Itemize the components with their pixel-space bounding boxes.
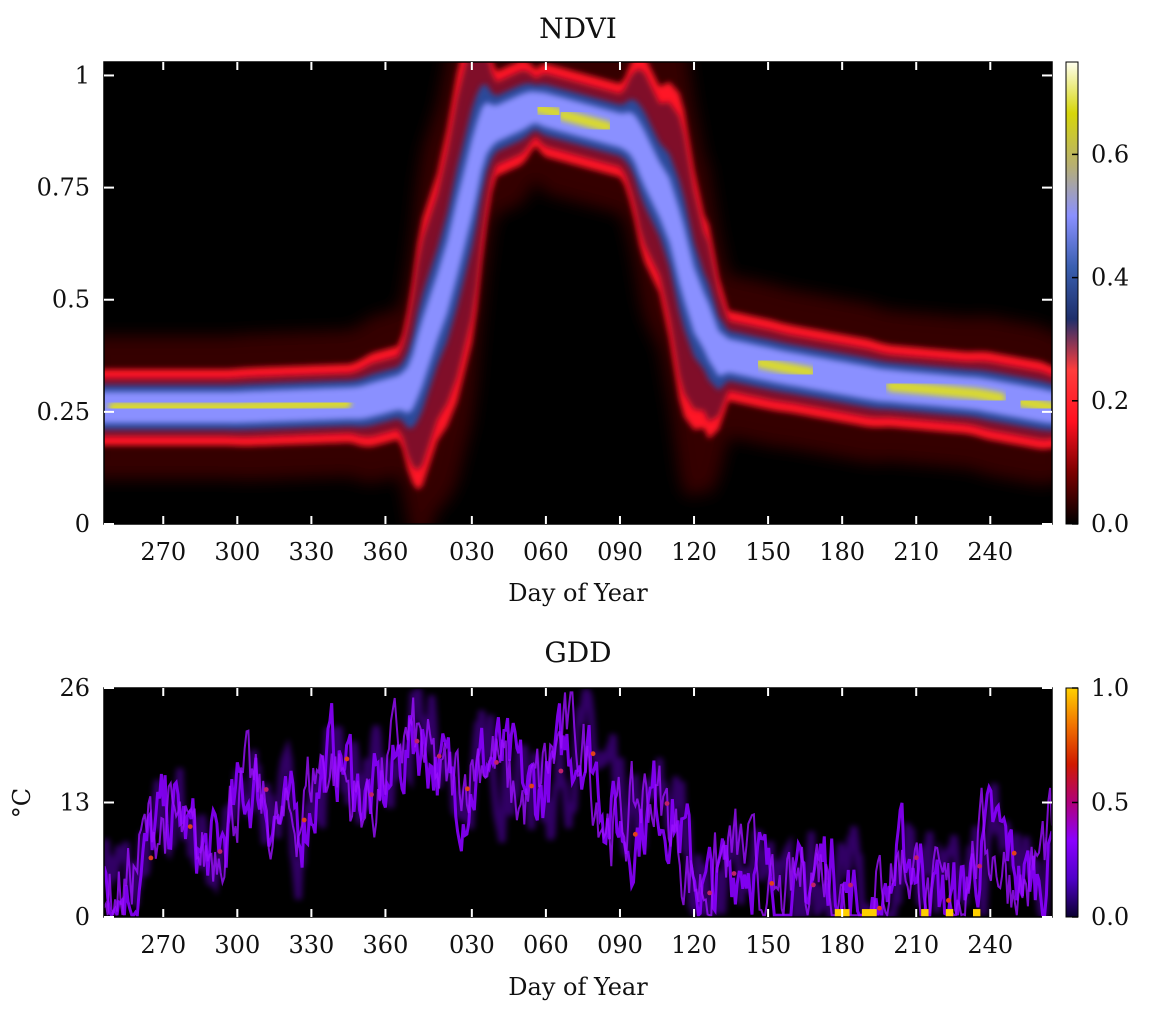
gdd-hot-spot <box>494 760 499 765</box>
gdd-hot-spot <box>465 786 470 792</box>
ndvi-hot-segment <box>1016 396 1052 413</box>
gdd-hot-spot <box>301 817 307 823</box>
ndvi-x-tick-label: 210 <box>893 538 939 566</box>
gdd-y-tick-label: 26 <box>59 674 90 702</box>
ndvi-x-tick-label: 240 <box>967 538 1013 566</box>
gdd-colorbar-tick-label: 0.0 <box>1091 903 1129 931</box>
gdd-x-tick-label: 090 <box>597 931 643 959</box>
ndvi-chart-title: NDVI <box>539 12 617 45</box>
ndvi-heatmap <box>104 62 1052 524</box>
gdd-trace-secondary <box>104 691 1052 917</box>
gdd-x-tick-label: 360 <box>363 931 409 959</box>
gdd-saturated-cell <box>861 909 877 917</box>
ndvi-hot-segment <box>533 102 564 120</box>
gdd-hot-spot <box>148 855 154 861</box>
ndvi-y-tick-label: 0.5 <box>52 286 90 314</box>
gdd-hot-spot <box>590 751 596 757</box>
gdd-hot-spot <box>914 855 919 861</box>
gdd-y-axis-label: °C <box>8 788 36 818</box>
ndvi-y-tick-label: 0.75 <box>37 174 90 202</box>
ndvi-x-tick-label: 300 <box>214 538 260 566</box>
gdd-x-axis-label: Day of Year <box>508 973 648 1001</box>
gdd-hot-spot <box>344 756 350 762</box>
gdd-y-tick-label: 0 <box>75 903 90 931</box>
gdd-hot-spot <box>848 882 853 888</box>
gdd-x-ticks: 270 300 330 360 030 060 090 120 150 180 210 240 <box>140 688 1013 959</box>
gdd-hot-spot <box>414 738 420 744</box>
gdd-x-tick-label: 330 <box>288 931 334 959</box>
gdd-saturated-cell <box>973 909 981 917</box>
ndvi-plot-frame <box>103 61 1053 525</box>
ndvi-x-tick-label: 180 <box>819 538 865 566</box>
gdd-heatmap <box>104 688 1052 917</box>
ndvi-colorbar-tick-label: 0.0 <box>1091 510 1129 538</box>
gdd-hot-spot <box>811 882 816 888</box>
gdd-hot-spot <box>369 792 374 797</box>
gdd-x-tick-label: 210 <box>893 931 939 959</box>
gdd-hot-spot <box>529 783 534 789</box>
gdd-y-tick-label: 13 <box>59 789 90 817</box>
ndvi-x-ticks: 270 300 330 360 030 060 090 120 150 180 210 240 <box>140 62 1013 566</box>
gdd-y-ticks: 0 13 26 <box>59 674 1052 931</box>
gdd-x-tick-label: 120 <box>671 931 717 959</box>
ndvi-x-axis-label: Day of Year <box>508 579 648 607</box>
ndvi-x-tick-label: 030 <box>449 538 495 566</box>
ndvi-hot-segment <box>755 357 816 378</box>
gdd-hot-spot <box>217 849 223 854</box>
ndvi-hot-segment <box>886 380 1006 404</box>
gdd-hot-spot <box>977 863 982 869</box>
ndvi-colorbar-tick-label: 0.2 <box>1091 387 1129 415</box>
ndvi-y-tick-label: 0 <box>75 510 90 538</box>
ndvi-colorbar-tick-label: 0.4 <box>1091 264 1129 292</box>
gdd-hot-spot <box>558 768 564 774</box>
ndvi-hot-segment <box>108 397 352 413</box>
gdd-x-tick-label: 060 <box>523 931 569 959</box>
gdd-hot-spot <box>1011 850 1017 856</box>
ndvi-y-tick-label: 1 <box>75 61 90 89</box>
gdd-hot-spot <box>877 905 882 911</box>
gdd-hot-spot <box>731 871 737 876</box>
gdd-colorbar-tick-label: 0.5 <box>1091 789 1129 817</box>
gdd-hot-spot <box>187 824 193 829</box>
gdd-x-tick-label: 030 <box>449 931 495 959</box>
ndvi-x-tick-label: 270 <box>140 538 186 566</box>
gdd-x-tick-label: 240 <box>967 931 1013 959</box>
ndvi-hot-segment <box>557 109 614 133</box>
ndvi-colorbar-tick-label: 0.6 <box>1091 140 1129 168</box>
gdd-colorbar-ticks: 0.0 0.5 1.0 <box>1072 674 1129 931</box>
gdd-saturated-cell <box>945 909 954 917</box>
ndvi-x-tick-label: 330 <box>288 538 334 566</box>
gdd-hot-spot <box>769 881 775 886</box>
gdd-x-tick-label: 150 <box>745 931 791 959</box>
gdd-saturated-cell <box>921 909 929 917</box>
ndvi-y-tick-label: 0.25 <box>37 398 90 426</box>
gdd-x-tick-label: 270 <box>140 931 186 959</box>
gdd-x-tick-label: 300 <box>214 931 260 959</box>
gdd-colorbar-tick-label: 1.0 <box>1091 674 1129 702</box>
gdd-hot-spot <box>632 831 638 837</box>
ndvi-y-ticks: 0 0.25 0.5 0.75 1 <box>37 61 1052 538</box>
ndvi-x-tick-label: 090 <box>597 538 643 566</box>
ndvi-x-tick-label: 060 <box>523 538 569 566</box>
ndvi-colorbar <box>1065 61 1079 525</box>
gdd-x-tick-label: 180 <box>819 931 865 959</box>
gdd-hot-spot <box>664 801 670 806</box>
ndvi-x-tick-label: 360 <box>363 538 409 566</box>
gdd-hot-spot <box>436 753 442 759</box>
gdd-hot-spot <box>946 898 951 903</box>
gdd-hot-spot <box>263 787 269 792</box>
ndvi-x-tick-label: 120 <box>671 538 717 566</box>
gdd-hot-spot <box>707 890 712 896</box>
ndvi-x-tick-label: 150 <box>745 538 791 566</box>
ndvi-colorbar-ticks: 0.0 0.2 0.4 0.6 <box>1072 140 1129 538</box>
gdd-chart-title: GDD <box>544 636 611 669</box>
